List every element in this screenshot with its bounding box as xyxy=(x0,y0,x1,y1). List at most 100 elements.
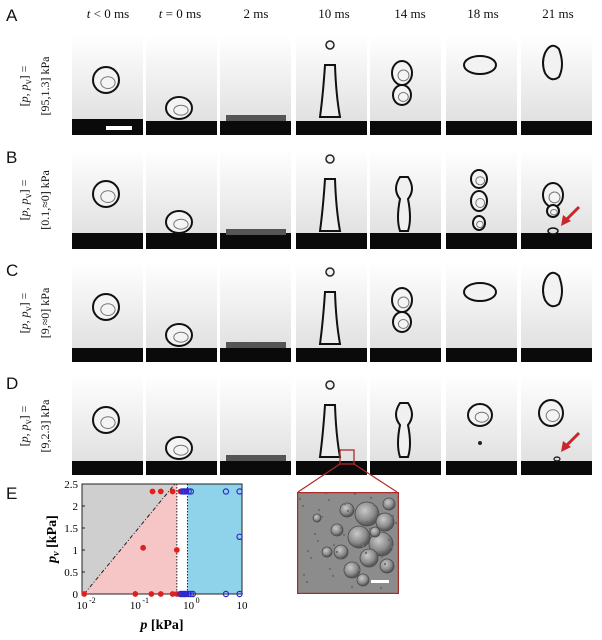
y-tick-label: 2.5 xyxy=(64,479,78,491)
x-tick-label: 10 xyxy=(77,600,89,612)
data-point-series-1 xyxy=(81,591,88,597)
y-axis-label: pv [kPa] xyxy=(45,515,62,564)
substrate xyxy=(220,121,291,135)
time-header-7: 21 ms xyxy=(542,6,574,21)
frame-row-a-col-5 xyxy=(370,35,441,135)
substrate xyxy=(146,233,217,249)
substrate xyxy=(146,461,217,475)
frame-row-b-col-2 xyxy=(146,149,217,249)
panel-label-a: A xyxy=(6,6,18,25)
frame-row-a-col-7 xyxy=(521,35,592,135)
frame-row-b-col-5 xyxy=(370,149,441,249)
frame-row-a-col-3 xyxy=(220,35,291,135)
red-arrow xyxy=(561,431,581,452)
substrate xyxy=(146,121,217,135)
boundary-curve xyxy=(83,483,176,595)
data-point-series-1 xyxy=(169,488,176,495)
surface-micrograph xyxy=(297,492,399,594)
substrate xyxy=(370,233,441,249)
substrate xyxy=(220,233,291,249)
frame-row-a-col-1 xyxy=(72,35,143,135)
frame-row-d-col-6 xyxy=(446,375,517,475)
data-point-series-1 xyxy=(140,544,147,551)
data-point-series-2 xyxy=(185,590,192,598)
x-tick-label: 10 xyxy=(183,600,195,612)
frame-row-d-col-1 xyxy=(72,375,143,475)
time-header-3: 2 ms xyxy=(243,6,269,21)
frame-row-b-col-3 xyxy=(220,149,291,249)
data-point-series-2 xyxy=(185,488,192,495)
x-tick-exponent: -1 xyxy=(142,596,149,605)
data-point-series-2 xyxy=(189,590,197,598)
region-gray xyxy=(82,484,175,594)
time-header-1: t < 0 ms xyxy=(86,6,130,21)
y-tick-label: 0.5 xyxy=(64,567,78,579)
row-c-condition: [p, pv] = [9,≈0] kPa xyxy=(17,287,53,339)
y-tick-label: 0 xyxy=(73,589,79,601)
frame-row-b-col-4 xyxy=(296,149,367,249)
frame-row-c-col-7 xyxy=(521,262,592,362)
substrate xyxy=(72,348,143,362)
frame-row-c-col-5 xyxy=(370,262,441,362)
region-blue xyxy=(187,484,242,594)
frame-row-a-col-2 xyxy=(146,35,217,135)
x-tick-exponent: 0 xyxy=(196,596,200,605)
y-tick-label: 2 xyxy=(73,501,79,513)
substrate xyxy=(220,461,291,475)
panel-label-d: D xyxy=(6,374,19,393)
substrate xyxy=(296,121,367,135)
data-point-series-2 xyxy=(236,533,243,541)
frame-row-d-col-2 xyxy=(146,375,217,475)
frame-row-a-col-6 xyxy=(446,35,517,135)
frame-row-d-col-5 xyxy=(370,375,441,475)
data-point-series-2 xyxy=(222,488,230,495)
substrate xyxy=(446,461,517,475)
data-point-series-2 xyxy=(187,488,195,495)
frame-row-c-col-1 xyxy=(72,262,143,362)
substrate xyxy=(446,233,517,249)
time-header-5: 14 ms xyxy=(394,6,426,21)
substrate xyxy=(370,348,441,362)
frame-row-b-col-1 xyxy=(72,149,143,249)
substrate xyxy=(72,461,143,475)
data-point-series-1 xyxy=(173,547,180,553)
frame-row-c-col-2 xyxy=(146,262,217,362)
panel-label-e: E xyxy=(6,484,18,503)
data-point-series-1 xyxy=(149,488,156,495)
substrate xyxy=(446,121,517,135)
substrate xyxy=(521,121,592,135)
scale-bar xyxy=(106,126,132,130)
time-header-2: t = 0 ms xyxy=(158,6,202,21)
data-point-series-1 xyxy=(157,591,164,597)
zoom-connector xyxy=(297,449,398,493)
data-point-series-2 xyxy=(236,590,243,598)
substrate xyxy=(146,348,217,362)
substrate xyxy=(521,233,592,249)
x-tick-exponent: -2 xyxy=(89,596,96,605)
micrograph-scale-bar xyxy=(371,580,389,583)
x-tick-label: 10 xyxy=(130,600,142,612)
frame-row-b-col-6 xyxy=(446,149,517,249)
substrate xyxy=(446,348,517,362)
time-header-4: 10 ms xyxy=(318,6,350,21)
panel-label-c: C xyxy=(6,261,19,280)
data-point-series-2 xyxy=(187,590,195,598)
frame-row-d-col-4 xyxy=(296,375,367,475)
y-tick-label: 1 xyxy=(73,545,79,557)
x-tick-label: 10 xyxy=(237,600,249,612)
frame-row-c-col-4 xyxy=(296,262,367,362)
frame-row-d-col-3 xyxy=(220,375,291,475)
row-b-condition: [p, pv] = [0.1,≈0] kPa xyxy=(17,170,53,230)
frame-row-b-col-7 xyxy=(521,149,592,249)
red-arrow xyxy=(561,205,581,226)
region-white xyxy=(176,484,188,594)
y-tick-label: 1.5 xyxy=(64,523,78,535)
substrate xyxy=(296,233,367,249)
substrate xyxy=(370,461,441,475)
panel-label-b: B xyxy=(6,148,18,167)
substrate xyxy=(521,348,592,362)
frame-row-a-col-4 xyxy=(296,35,367,135)
data-point-series-1 xyxy=(132,591,139,597)
frame-row-d-col-7 xyxy=(521,375,592,475)
substrate xyxy=(72,233,143,249)
